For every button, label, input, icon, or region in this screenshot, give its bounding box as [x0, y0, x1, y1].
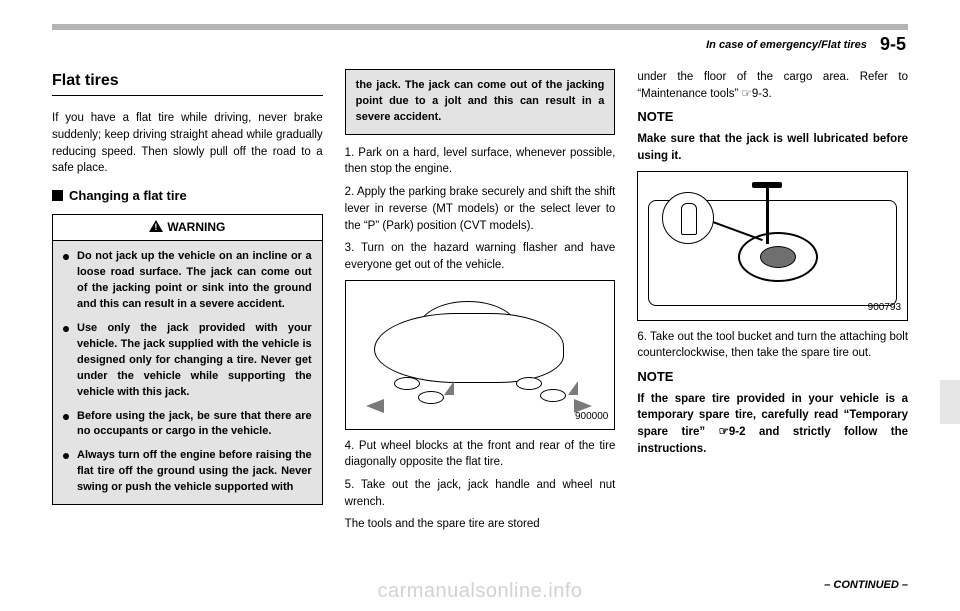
warning-triangle-icon: [149, 220, 163, 232]
wheel-icon: [516, 377, 542, 390]
tools-line: The tools and the spare tire are stored: [345, 516, 616, 533]
arrow-icon: [366, 399, 384, 413]
warning-heading: WARNING: [53, 215, 322, 241]
section-tab: [940, 380, 960, 424]
warning-text: Always turn off the engine before raisin…: [77, 448, 312, 496]
warning-continuation: the jack. The jack can come out of the j…: [345, 69, 616, 135]
note-heading: NOTE: [637, 368, 908, 387]
watermark: carmanualsonline.info: [0, 580, 960, 603]
wheel-chock-icon: [568, 381, 578, 395]
step: 3. Turn on the hazard warning flasher an…: [345, 240, 616, 273]
bullet-icon: [63, 414, 69, 420]
step: 4. Put wheel blocks at the front and rea…: [345, 438, 616, 471]
warning-item: Before using the jack, be sure that ther…: [63, 409, 312, 441]
warning-item: Do not jack up the vehicle on an incline…: [63, 249, 312, 313]
warning-text: Do not jack up the vehicle on an incline…: [77, 249, 312, 313]
bullet-icon: [63, 453, 69, 459]
warning-item: Use only the jack provided with your veh…: [63, 321, 312, 401]
warning-item: Always turn off the engine before raisin…: [63, 448, 312, 496]
jack-handle-shape: [766, 184, 769, 244]
header-rule: [52, 24, 908, 30]
figure-spare-tire: 900793: [637, 171, 908, 321]
subheading: Changing a flat tire: [52, 187, 323, 206]
bullet-icon: [63, 326, 69, 332]
warning-label: WARNING: [167, 220, 225, 234]
bullet-icon: [63, 254, 69, 260]
step: 1. Park on a hard, level surface, when­e…: [345, 145, 616, 178]
figure-wheel-blocks: 900000: [345, 280, 616, 430]
figure-number: 900793: [868, 301, 901, 316]
manual-page: In case of emergency/Flat tires 9-5 Flat…: [0, 0, 960, 611]
continuation-text: under the floor of the cargo area. Refer…: [637, 69, 908, 102]
page-header: In case of emergency/Flat tires 9-5: [52, 34, 908, 55]
step: 6. Take out the tool bucket and turn the…: [637, 329, 908, 362]
figure-number: 900000: [575, 410, 608, 425]
section-title: Flat tires: [52, 69, 323, 96]
warning-text: Before using the jack, be sure that ther…: [77, 409, 312, 441]
continued-footer: – CONTINUED –: [824, 579, 908, 591]
callout-circle: [662, 192, 714, 244]
wheel-icon: [540, 389, 566, 402]
wheel-chock-icon: [444, 381, 454, 395]
column-1: Flat tires If you have a flat tire while…: [52, 69, 323, 539]
column-3: under the floor of the cargo area. Refer…: [637, 69, 908, 539]
column-2: the jack. The jack can come out of the j…: [345, 69, 616, 539]
warning-text: Use only the jack provided with your veh…: [77, 321, 312, 401]
warning-box: WARNING Do not jack up the vehicle on an…: [52, 214, 323, 506]
step: 5. Take out the jack, jack handle and wh…: [345, 477, 616, 510]
step: 2. Apply the parking brake securely and …: [345, 184, 616, 234]
page-number: 9-5: [880, 34, 906, 54]
subheading-text: Changing a flat tire: [69, 188, 187, 203]
note-body: If the spare tire provided in your vehic…: [637, 391, 908, 458]
intro-paragraph: If you have a flat tire while driving, n…: [52, 110, 323, 177]
note-body: Make sure that the jack is well lubri­ca…: [637, 131, 908, 164]
square-bullet-icon: [52, 190, 63, 201]
breadcrumb: In case of emergency/Flat tires: [706, 39, 867, 51]
wheel-icon: [394, 377, 420, 390]
spare-hub-shape: [760, 246, 796, 268]
wheel-icon: [418, 391, 444, 404]
car-body-shape: [374, 313, 564, 383]
warning-body: Do not jack up the vehicle on an incline…: [53, 241, 322, 504]
content-columns: Flat tires If you have a flat tire while…: [52, 69, 908, 539]
note-heading: NOTE: [637, 108, 908, 127]
